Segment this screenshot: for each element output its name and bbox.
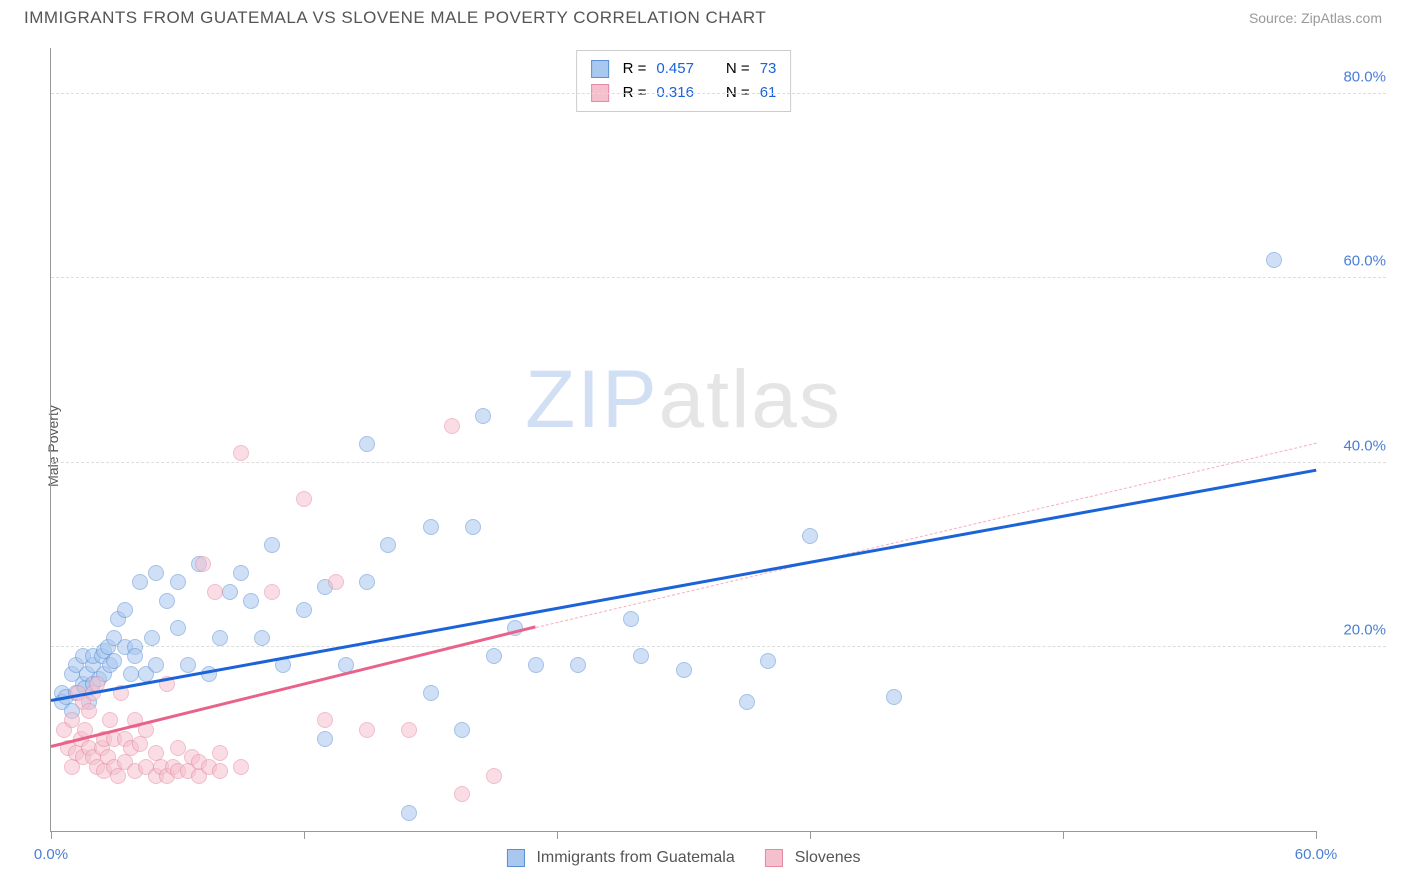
data-point [132,736,148,752]
data-point [106,653,122,669]
series-label-slovenes: Slovenes [795,849,861,867]
data-point [264,584,280,600]
x-tick [1316,831,1317,839]
data-point [127,648,143,664]
data-point [423,685,439,701]
data-point [233,565,249,581]
chart-title: IMMIGRANTS FROM GUATEMALA VS SLOVENE MAL… [24,8,766,28]
data-point [623,611,639,627]
data-point [212,630,228,646]
gridline [51,646,1386,647]
data-point [454,722,470,738]
data-point [486,648,502,664]
data-point [243,593,259,609]
data-point [739,694,755,710]
series-label-guatemala: Immigrants from Guatemala [536,849,734,867]
r-label: R = [623,57,647,81]
y-tick-label: 40.0% [1343,437,1386,454]
n-label: N = [726,57,750,81]
data-point [212,745,228,761]
legend-item-guatemala: Immigrants from Guatemala [506,849,734,867]
data-point [170,620,186,636]
data-point [207,584,223,600]
data-point [296,491,312,507]
swatch-guatemala [506,849,524,867]
gridline [51,462,1386,463]
data-point [264,537,280,553]
data-point [359,436,375,452]
data-point [296,602,312,618]
swatch-guatemala [591,60,609,78]
data-point [1266,252,1282,268]
data-point [195,556,211,572]
data-point [886,689,902,705]
data-point [486,768,502,784]
data-point [444,418,460,434]
data-point [317,731,333,747]
chart-source: Source: ZipAtlas.com [1249,10,1382,26]
y-tick-label: 20.0% [1343,621,1386,638]
data-point [401,722,417,738]
correlation-legend: R = 0.457 N = 73 R = 0.316 N = 61 [576,50,792,112]
x-tick-label: 0.0% [34,846,68,863]
data-point [760,653,776,669]
gridline [51,93,1386,94]
chart-header: IMMIGRANTS FROM GUATEMALA VS SLOVENE MAL… [0,0,1406,32]
x-tick [810,831,811,839]
x-tick [304,831,305,839]
data-point [423,519,439,535]
data-point [81,703,97,719]
x-tick-label: 60.0% [1295,846,1338,863]
x-tick [557,831,558,839]
data-point [570,657,586,673]
r-value-guatemala: 0.457 [656,57,694,81]
data-point [359,722,375,738]
data-point [380,537,396,553]
data-point [401,805,417,821]
data-point [132,574,148,590]
data-point [233,445,249,461]
data-point [123,666,139,682]
data-point [159,593,175,609]
data-point [144,630,160,646]
data-point [475,408,491,424]
data-point [170,740,186,756]
data-point [212,763,228,779]
data-point [180,657,196,673]
legend-row-guatemala: R = 0.457 N = 73 [591,57,777,81]
data-point [148,565,164,581]
data-point [233,759,249,775]
data-point [170,574,186,590]
y-tick-label: 80.0% [1343,69,1386,86]
data-point [317,712,333,728]
data-point [454,786,470,802]
x-tick [51,831,52,839]
y-tick-label: 60.0% [1343,253,1386,270]
data-point [110,768,126,784]
x-tick [1063,831,1064,839]
data-point [359,574,375,590]
data-point [148,657,164,673]
scatter-plot: ZIPatlas R = 0.457 N = 73 R = 0.316 N = … [50,48,1316,832]
data-point [528,657,544,673]
watermark-atlas: atlas [659,354,842,445]
data-point [254,630,270,646]
data-point [676,662,692,678]
n-value-guatemala: 73 [760,57,777,81]
data-point [102,712,118,728]
data-point [802,528,818,544]
data-point [633,648,649,664]
data-point [328,574,344,590]
watermark: ZIPatlas [525,353,842,447]
gridline [51,277,1386,278]
legend-item-slovenes: Slovenes [765,849,861,867]
trend-line [536,443,1316,628]
data-point [222,584,238,600]
swatch-slovenes [765,849,783,867]
data-point [465,519,481,535]
series-legend: Immigrants from Guatemala Slovenes [506,849,860,867]
data-point [117,602,133,618]
watermark-zip: ZIP [525,354,659,445]
